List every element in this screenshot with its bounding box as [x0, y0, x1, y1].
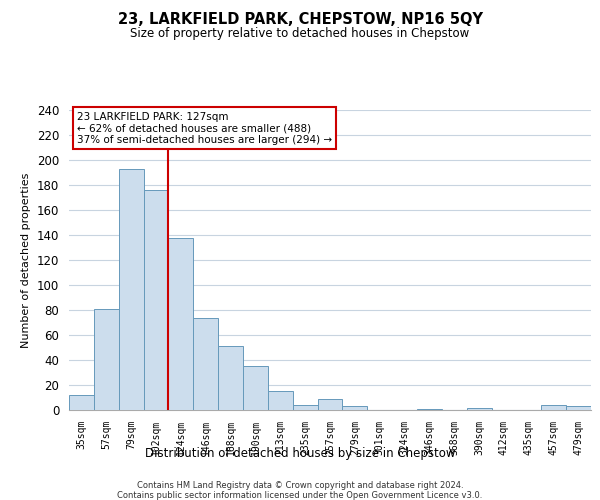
Text: 23, LARKFIELD PARK, CHEPSTOW, NP16 5QY: 23, LARKFIELD PARK, CHEPSTOW, NP16 5QY — [118, 12, 482, 28]
Bar — [119, 169, 143, 410]
Y-axis label: Number of detached properties: Number of detached properties — [22, 172, 31, 348]
Bar — [143, 190, 169, 410]
Bar — [94, 308, 119, 410]
Bar — [317, 399, 343, 410]
Text: 23 LARKFIELD PARK: 127sqm
← 62% of detached houses are smaller (488)
37% of semi: 23 LARKFIELD PARK: 127sqm ← 62% of detac… — [77, 112, 332, 144]
Text: Size of property relative to detached houses in Chepstow: Size of property relative to detached ho… — [130, 28, 470, 40]
Bar — [541, 405, 566, 410]
Bar — [243, 366, 268, 410]
Bar — [417, 409, 442, 410]
Text: Contains public sector information licensed under the Open Government Licence v3: Contains public sector information licen… — [118, 491, 482, 500]
Bar — [293, 405, 317, 410]
Text: Distribution of detached houses by size in Chepstow: Distribution of detached houses by size … — [145, 448, 455, 460]
Bar — [467, 408, 491, 410]
Text: Contains HM Land Registry data © Crown copyright and database right 2024.: Contains HM Land Registry data © Crown c… — [137, 481, 463, 490]
Bar — [69, 395, 94, 410]
Bar — [218, 346, 243, 410]
Bar — [343, 406, 367, 410]
Bar — [193, 318, 218, 410]
Bar — [268, 391, 293, 410]
Bar — [566, 406, 591, 410]
Bar — [169, 238, 193, 410]
